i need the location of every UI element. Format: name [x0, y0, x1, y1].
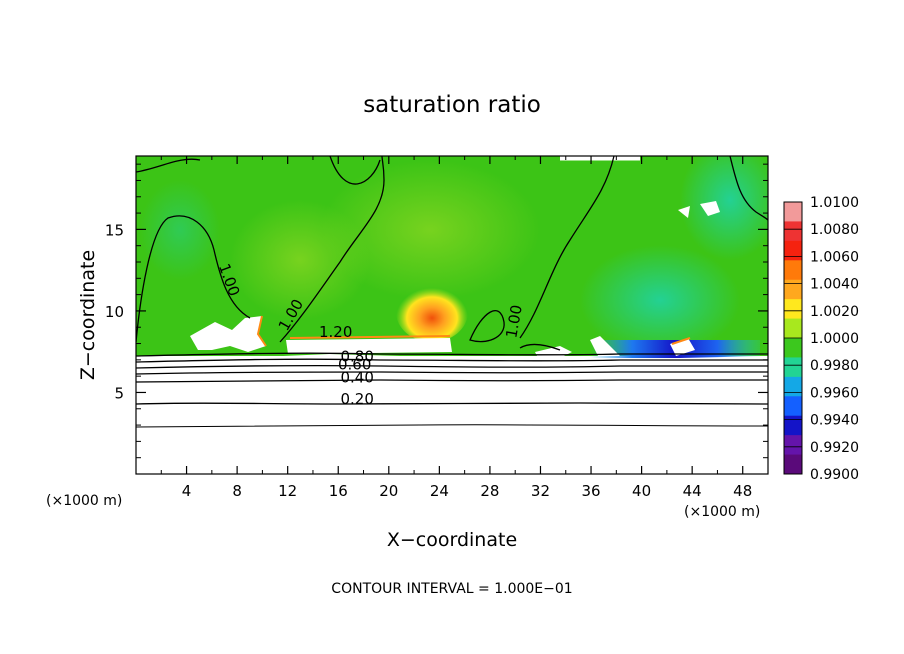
colorbar-label: 0.9900 — [810, 467, 859, 483]
colorbar-swatch — [784, 357, 802, 378]
x-tick-label: 24 — [430, 482, 449, 500]
colorbar-swatch — [784, 454, 802, 475]
colorbar-swatch — [784, 435, 802, 456]
colorbar-label: 1.0000 — [810, 331, 859, 347]
contour-label: 0.80 — [340, 347, 373, 365]
x-tick-label: 32 — [531, 482, 550, 500]
y-axis: 5 10 15 — [105, 163, 768, 459]
light-green-region — [320, 160, 540, 300]
cyan-region-2 — [680, 156, 768, 260]
y-tick-label: 15 — [105, 221, 124, 239]
colorbar-label: 1.0040 — [810, 277, 859, 293]
colorbar-swatch — [784, 260, 802, 281]
supersaturation-plume — [396, 282, 468, 342]
colorbar-label: 0.9960 — [810, 385, 859, 401]
colorbar-label: 1.0100 — [810, 195, 859, 211]
colorbar-swatch — [784, 396, 802, 417]
x-tick-label: 40 — [632, 482, 651, 500]
x-tick-label: 36 — [581, 482, 600, 500]
chart-title: saturation ratio — [363, 92, 541, 118]
y-unit-label: (×1000 m) — [46, 493, 122, 509]
x-tick-label: 48 — [733, 482, 752, 500]
colorbar-label: 0.9980 — [810, 358, 859, 374]
cyan-region-3 — [140, 180, 220, 280]
contour-interval-note: CONTOUR INTERVAL = 1.000E−01 — [331, 581, 572, 597]
colorbar-label: 0.9940 — [810, 413, 859, 429]
contour-label: 0.40 — [340, 369, 373, 387]
x-tick-label: 8 — [232, 482, 242, 500]
y-tick-label: 5 — [114, 384, 124, 402]
x-unit-label: (×1000 m) — [684, 504, 760, 520]
colorbar-swatch — [784, 376, 802, 397]
x-tick-label: 20 — [379, 482, 398, 500]
x-tick-label: 12 — [278, 482, 297, 500]
x-tick-label: 44 — [683, 482, 702, 500]
contour-label: 1.00 — [502, 303, 526, 339]
light-green-region-2 — [230, 200, 370, 320]
cyan-region — [580, 245, 740, 355]
plot-area: 1.001.00 1.200.800.600.400.201.00 — [136, 156, 768, 474]
x-tick-label: 16 — [329, 482, 348, 500]
contour-label: 0.20 — [340, 390, 373, 408]
colorbar-swatch — [784, 202, 802, 222]
colorbar-swatch — [784, 299, 802, 320]
x-axis: 4 8 12 16 20 24 28 32 36 40 44 48 — [160, 156, 752, 500]
colorbar-swatch — [784, 338, 802, 358]
x-axis-label: X−coordinate — [387, 529, 517, 551]
colorbar-swatch — [784, 415, 802, 436]
colorbar-label: 0.9920 — [810, 440, 859, 456]
y-axis-label: Z−coordinate — [77, 250, 99, 380]
contour-label: 0.60 — [338, 356, 371, 374]
colorbar-swatch — [784, 318, 802, 339]
colorbar-label: 1.0080 — [810, 222, 859, 238]
contour-lines — [136, 156, 768, 428]
colorbar-swatch — [784, 279, 802, 300]
x-tick-label: 28 — [480, 482, 499, 500]
colorbar: 1.0100 1.0080 1.0060 1.0040 1.0020 1.0000 0.99… — [783, 195, 859, 483]
x-tick-label: 4 — [182, 482, 192, 500]
colorbar-swatch — [784, 240, 802, 261]
y-tick-label: 10 — [105, 303, 124, 321]
colorbar-label: 1.0060 — [810, 249, 859, 265]
plot-frame — [135, 155, 769, 475]
colorbar-label: 1.0020 — [810, 304, 859, 320]
contour-label: 1.20 — [319, 323, 352, 341]
colorbar-swatch — [784, 221, 802, 242]
